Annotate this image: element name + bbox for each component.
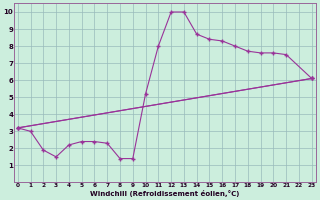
X-axis label: Windchill (Refroidissement éolien,°C): Windchill (Refroidissement éolien,°C): [90, 190, 239, 197]
